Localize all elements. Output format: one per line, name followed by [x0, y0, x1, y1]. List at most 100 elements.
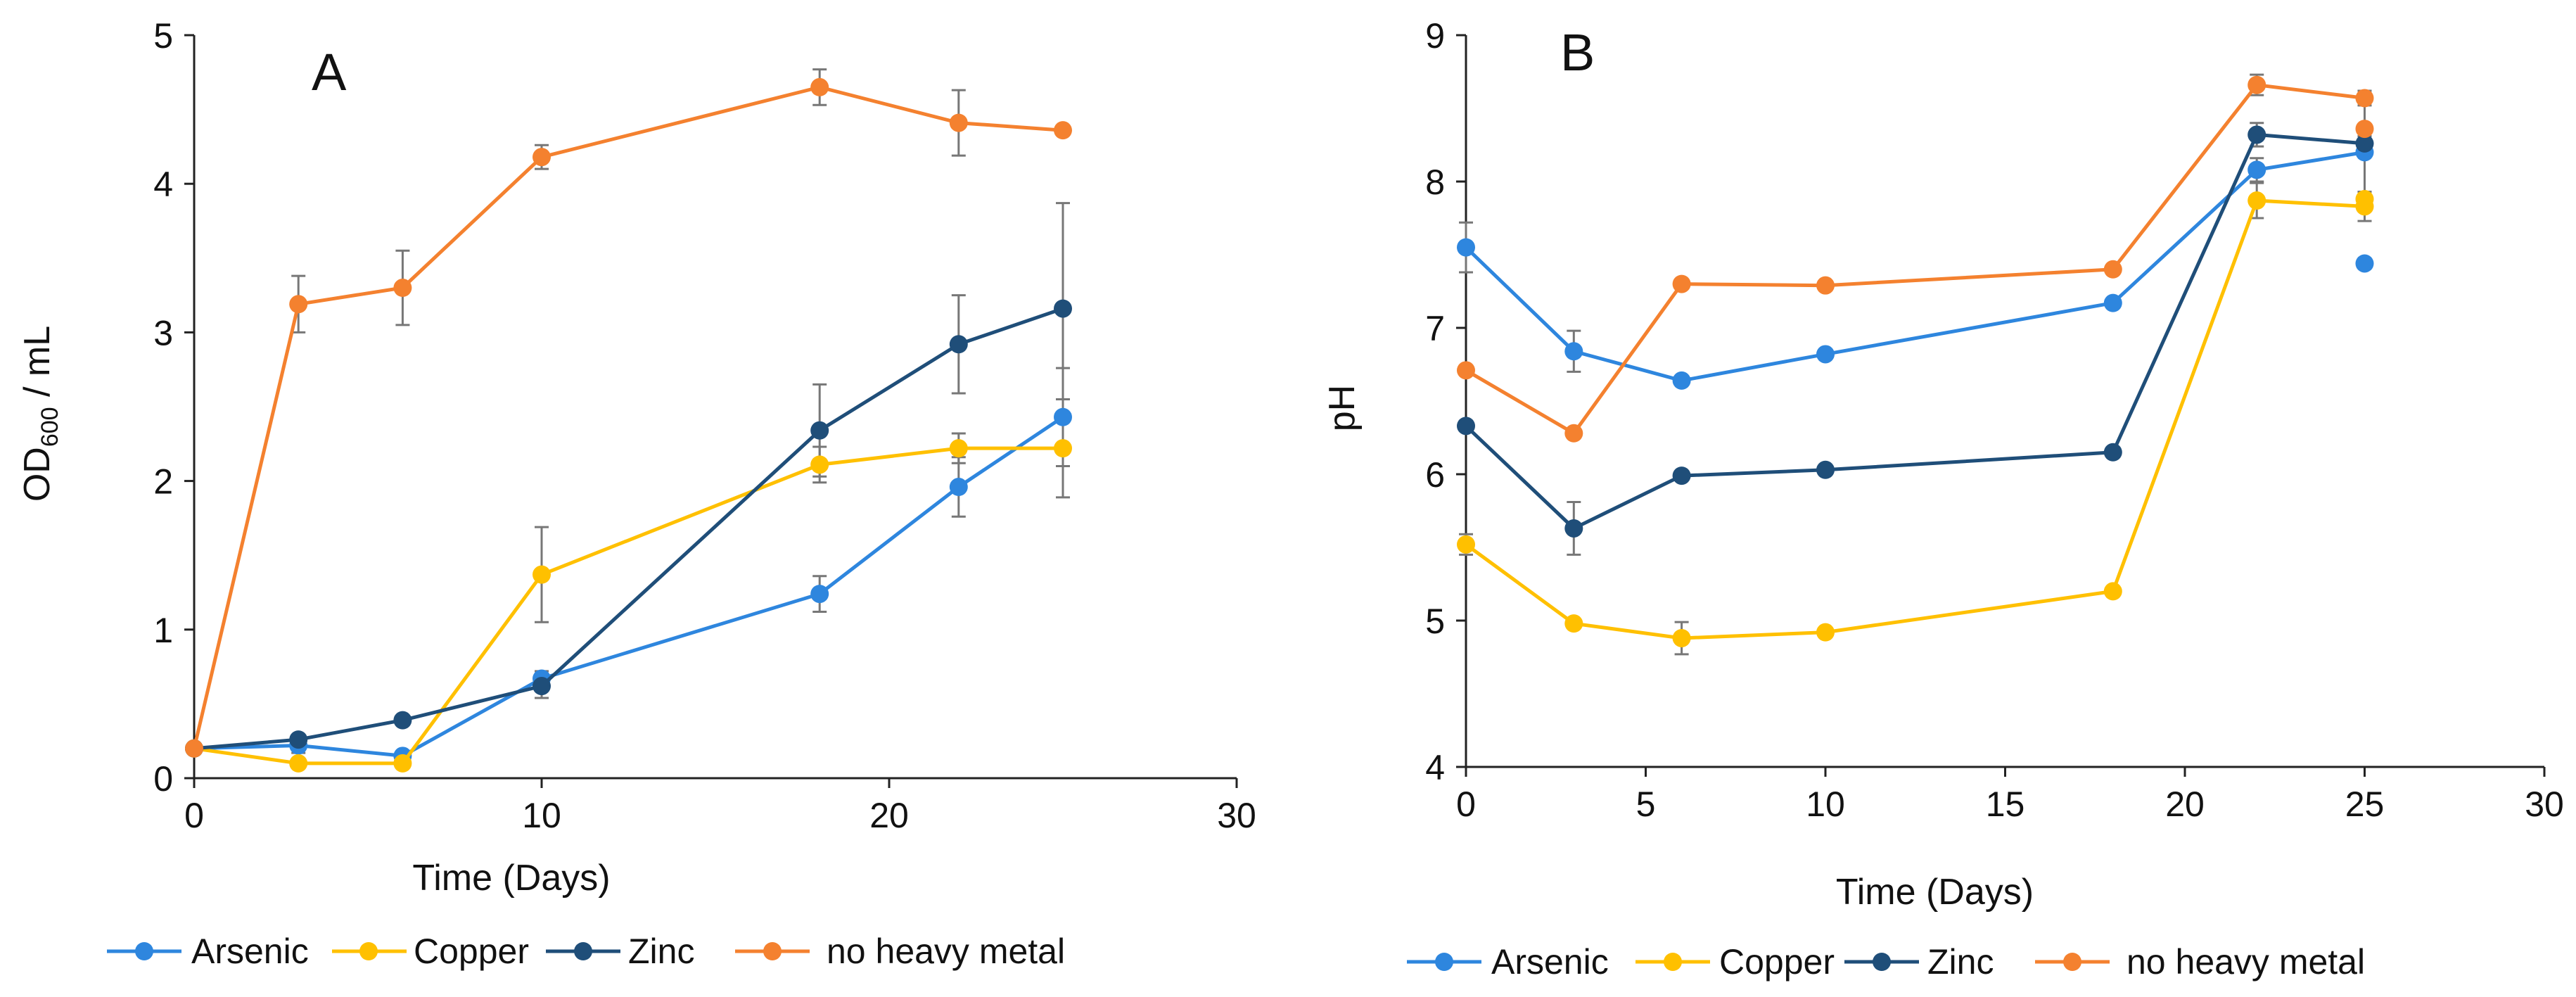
- legend-item-no-heavy-metal: no heavy metal: [2035, 942, 2365, 982]
- legend-label: no heavy metal: [827, 932, 1065, 971]
- data-point-zinc: [949, 335, 968, 354]
- data-point-arsenic: [1672, 371, 1691, 390]
- data-point-zinc: [1054, 299, 1072, 318]
- legend-swatch-marker: [2063, 953, 2081, 971]
- y-axis-label-unit: / mL: [17, 326, 58, 407]
- x-tick-label: 10: [1806, 785, 1845, 824]
- data-point-copper: [1457, 535, 1475, 554]
- data-point-copper: [1816, 623, 1835, 642]
- data-point-zinc: [1816, 460, 1835, 479]
- y-tick-label: 8: [1425, 163, 1445, 202]
- x-tick-label: 20: [2165, 785, 2205, 824]
- data-point-zinc: [2247, 125, 2266, 144]
- data-point-arsenic: [2103, 293, 2122, 312]
- data-point-copper: [393, 754, 412, 773]
- legend-label: Arsenic: [1491, 942, 1609, 982]
- y-axis-label: pH: [1322, 385, 1363, 431]
- y-axis-label-main: OD: [17, 447, 58, 502]
- data-point-zinc: [393, 711, 412, 730]
- legend-item-zinc: Zinc: [1844, 942, 1994, 982]
- x-tick-label: 30: [1217, 796, 1256, 835]
- data-point-zinc: [533, 677, 551, 696]
- panel-label: B: [1560, 23, 1595, 82]
- legend-label: Copper: [414, 932, 529, 971]
- y-tick-label: 4: [153, 165, 173, 204]
- legend-swatch-marker: [359, 942, 378, 960]
- legend-item-no-heavy-metal: no heavy metal: [735, 932, 1065, 971]
- data-point-copper: [949, 439, 968, 458]
- data-point-no-heavy-metal: [393, 279, 412, 298]
- series-line-zinc: [1465, 132, 2365, 531]
- x-tick-label: 5: [1636, 785, 1656, 824]
- data-point-no-heavy-metal: [949, 113, 968, 132]
- chart-panel-a: 0 10 20 30 0 1 2 3 4 5 A Time (Days) OD600 / mL Arsen…: [17, 16, 1256, 971]
- data-point-zinc: [1457, 417, 1475, 436]
- y-tick-label: 5: [1425, 602, 1445, 641]
- data-point-copper: [810, 455, 829, 474]
- x-axis-label: Time (Days): [1836, 872, 2034, 913]
- legend: Arsenic Copper Zinc no heavy metal: [1407, 942, 2365, 982]
- data-point-arsenic: [2247, 160, 2266, 179]
- series-line-arsenic: [1465, 150, 2365, 383]
- y-tick-label: 6: [1425, 455, 1445, 495]
- data-point-copper: [1672, 628, 1691, 647]
- series-line-arsenic: [193, 415, 1064, 758]
- data-point-arsenic: [1816, 345, 1835, 364]
- y-axis-label-main: pH: [1322, 385, 1363, 431]
- data-point-copper: [2247, 191, 2266, 210]
- data-point-no-heavy-metal: [2355, 89, 2374, 108]
- legend-swatch-marker: [1873, 953, 1891, 971]
- data-point-no-heavy-metal: [1054, 121, 1072, 140]
- x-tick-label: 0: [184, 796, 204, 835]
- legend-swatch-marker: [1435, 953, 1453, 971]
- x-tick-label: 10: [522, 796, 561, 835]
- series-line-no-heavy-metal: [192, 85, 1064, 749]
- legend-item-copper: Copper: [332, 932, 529, 971]
- data-point-copper: [1564, 614, 1583, 633]
- legend: Arsenic Copper Zinc no heavy metal: [107, 932, 1065, 971]
- data-point-zinc: [2355, 134, 2374, 153]
- data-point-zinc: [1672, 466, 1691, 485]
- chart-panel-b: 0 5 10 15 20 25 30 4 5 6 7 8 9 B Time (Days) pH Arsenic C…: [1322, 16, 2564, 982]
- x-axis-label: Time (Days): [412, 858, 610, 898]
- x-tick-label: 25: [2345, 785, 2385, 824]
- series-line-zinc: [193, 307, 1064, 751]
- legend-swatch-marker: [1664, 953, 1682, 971]
- data-point-copper: [289, 754, 308, 773]
- y-axis-label-subscript: 600: [37, 407, 63, 447]
- data-point-zinc: [2103, 443, 2122, 462]
- y-tick-label: 5: [153, 16, 173, 56]
- data-point-arsenic: [1564, 342, 1583, 361]
- data-point-copper: [1054, 439, 1072, 458]
- data-point-arsenic: [1054, 407, 1072, 426]
- data-point-arsenic: [1457, 238, 1475, 257]
- y-tick-label: 0: [153, 759, 173, 799]
- y-tick-label: 7: [1425, 309, 1445, 348]
- y-tick-label: 4: [1425, 748, 1445, 787]
- legend-swatch-marker: [135, 942, 153, 960]
- y-tick-label: 1: [153, 611, 173, 650]
- series-line-no-heavy-metal: [1465, 83, 2365, 436]
- data-point-zinc: [289, 730, 308, 749]
- y-axis-label: OD600 / mL: [17, 326, 63, 502]
- data-point-arsenic: [2355, 254, 2374, 273]
- series-line-copper: [1465, 198, 2365, 640]
- legend-label: Zinc: [628, 932, 694, 971]
- data-point-no-heavy-metal: [2355, 120, 2374, 139]
- legend-item-arsenic: Arsenic: [107, 932, 309, 971]
- panel-label: A: [312, 43, 347, 101]
- data-point-no-heavy-metal: [533, 148, 551, 167]
- data-point-arsenic: [949, 478, 968, 497]
- data-point-no-heavy-metal: [1672, 274, 1691, 293]
- x-tick-label: 15: [1986, 785, 2025, 824]
- legend-label: Copper: [1719, 942, 1835, 982]
- y-tick-label: 9: [1425, 16, 1445, 56]
- data-point-no-heavy-metal: [810, 77, 829, 96]
- data-point-no-heavy-metal: [1816, 276, 1835, 295]
- legend-swatch-marker: [763, 942, 782, 960]
- data-point-no-heavy-metal: [185, 739, 203, 758]
- data-point-arsenic: [810, 585, 829, 604]
- legend-label: Zinc: [1927, 942, 1994, 982]
- data-point-copper: [2355, 189, 2374, 208]
